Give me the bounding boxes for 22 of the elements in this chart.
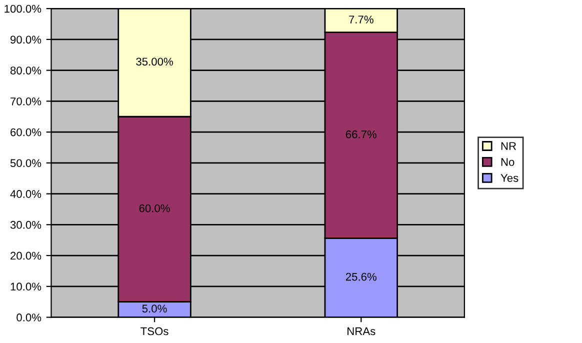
y-tick-label: 20.0% <box>10 252 42 260</box>
legend-label: Yes <box>500 174 518 182</box>
x-tick-label: TSOs <box>140 327 168 336</box>
y-tick-label: 70.0% <box>10 97 42 106</box>
data-label: 66.7% <box>346 130 376 138</box>
legend-label: NR <box>501 142 516 150</box>
y-tick-label: 30.0% <box>10 220 42 229</box>
data-label: 35.00% <box>136 58 173 66</box>
data-label: 7.7% <box>349 16 374 24</box>
y-tick-label: 90.0% <box>10 36 42 44</box>
y-tick-label: 80.0% <box>10 66 42 74</box>
legend-label: No <box>501 158 514 166</box>
y-tick-label: 60.0% <box>10 128 42 136</box>
y-tick-label: 50.0% <box>10 159 42 168</box>
y-tick-label: 40.0% <box>10 190 42 198</box>
data-label: 60.0% <box>139 204 170 212</box>
data-label: 25.6% <box>346 272 376 281</box>
y-tick-label: 0.0% <box>16 314 42 322</box>
y-tick-label: 100.0% <box>4 4 42 13</box>
x-tick-label: NRAs <box>348 327 376 336</box>
data-label: 5.0% <box>142 304 167 313</box>
y-tick-label: 10.0% <box>10 282 42 291</box>
